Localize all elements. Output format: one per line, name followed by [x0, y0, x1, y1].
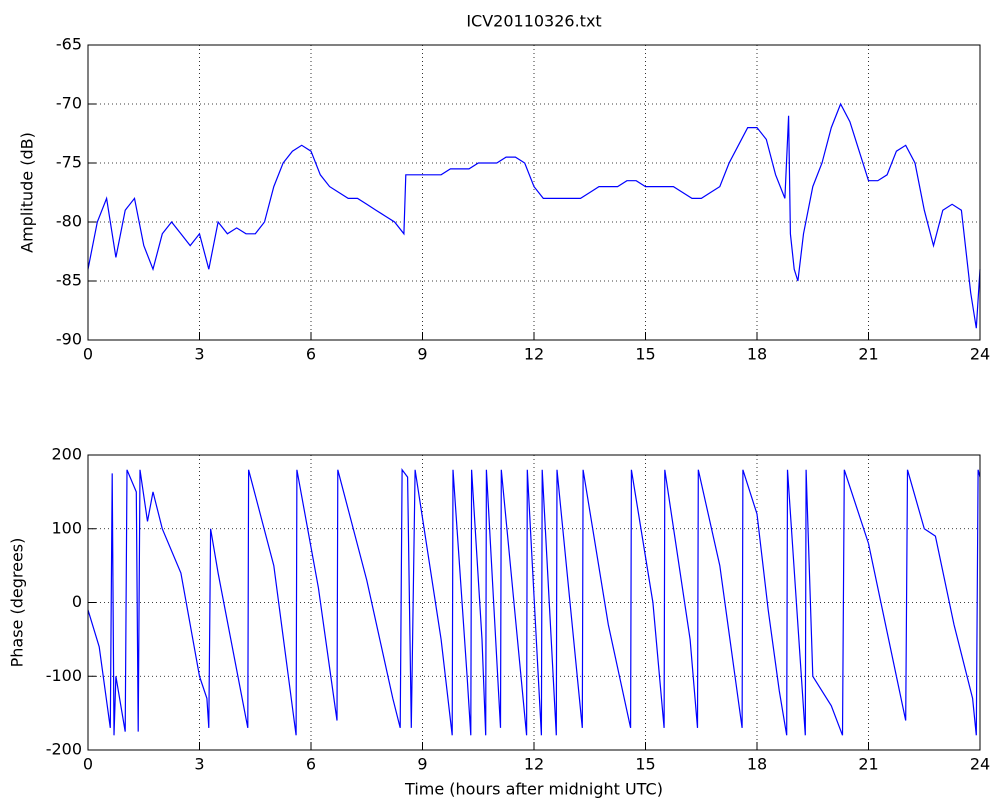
chart-title: ICV20110326.txt [466, 12, 601, 31]
x-tick-label: 3 [194, 345, 204, 364]
y-tick-label: 100 [51, 518, 82, 537]
axes-frame [87, 454, 981, 751]
y-tick-label: -100 [46, 666, 82, 685]
x-tick-label: 24 [970, 755, 990, 774]
x-tick-label: 12 [524, 755, 544, 774]
y-tick-label: 200 [51, 445, 82, 464]
axes-frame [87, 44, 981, 341]
y-tick-label: 0 [72, 592, 82, 611]
x-tick-label: 15 [635, 755, 655, 774]
x-tick-label: 0 [83, 755, 93, 774]
axes-background [88, 45, 980, 340]
x-tick-label: 0 [83, 345, 93, 364]
x-tick-label: 24 [970, 345, 990, 364]
x-tick-label: 9 [417, 755, 427, 774]
y-tick-label: -85 [56, 271, 82, 290]
y-tick-label: -65 [56, 35, 82, 54]
y-tick-label: -90 [56, 330, 82, 349]
x-tick-label: 6 [306, 755, 316, 774]
x-axis-label: Time (hours after midnight UTC) [404, 780, 663, 799]
x-tick-label: 21 [858, 755, 878, 774]
x-tick-label: 9 [417, 345, 427, 364]
x-tick-label: 3 [194, 755, 204, 774]
x-tick-label: 18 [747, 345, 767, 364]
x-tick-label: 6 [306, 345, 316, 364]
x-tick-label: 12 [524, 345, 544, 364]
y-axis-label: Phase (degrees) [8, 538, 27, 668]
x-tick-label: 18 [747, 755, 767, 774]
y-tick-label: -75 [56, 153, 82, 172]
y-tick-label: -80 [56, 212, 82, 231]
data-line [87, 102, 981, 329]
y-tick-label: -200 [46, 740, 82, 759]
x-tick-label: 21 [858, 345, 878, 364]
y-axis-label: Amplitude (dB) [18, 132, 37, 253]
y-tick-label: -70 [56, 94, 82, 113]
data-line [87, 468, 981, 736]
x-tick-label: 15 [635, 345, 655, 364]
